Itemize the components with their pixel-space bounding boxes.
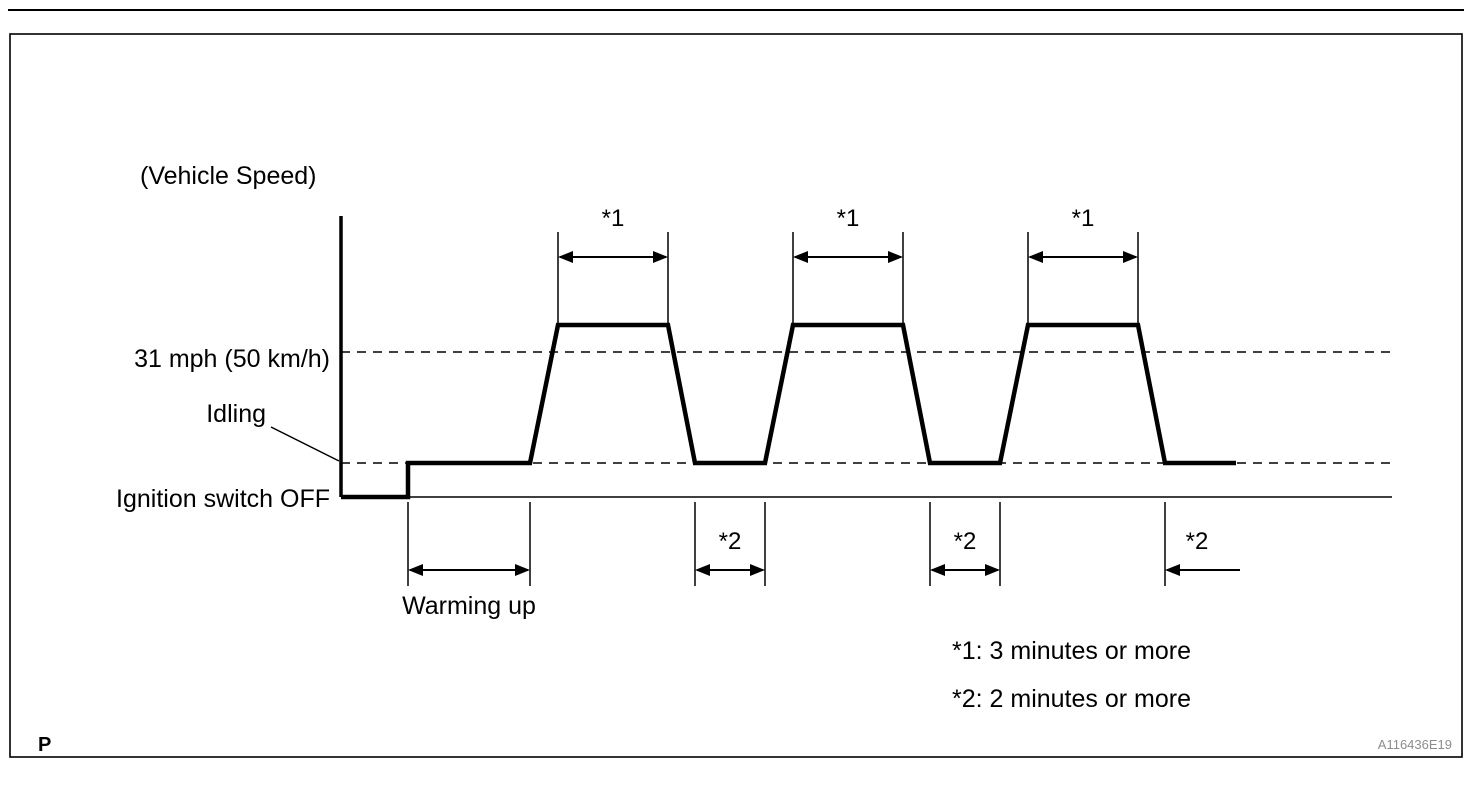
- idle-interval-2: *2: [929, 502, 1001, 586]
- vehicle-speed-axis-label: (Vehicle Speed): [140, 162, 317, 190]
- idling-label: Idling: [206, 400, 266, 428]
- pulse-1-arrow-right-head: [653, 251, 668, 263]
- idle-1-arrow-right-head: [750, 564, 765, 576]
- idling-pointer-line: [270, 426, 340, 462]
- idle-3-arrow-left-head: [1165, 564, 1180, 576]
- pulse-2-interval: *1: [792, 205, 904, 323]
- pulse-3-arrow-right-head: [1123, 251, 1138, 263]
- pulse-1-arrow-left-head: [558, 251, 573, 263]
- warming-arrow-left-head: [408, 564, 423, 576]
- speed-threshold-label: 31 mph (50 km/h): [134, 345, 330, 373]
- figure-code: A116436E19: [1378, 737, 1452, 752]
- warming-up-interval: Warming up: [402, 502, 536, 620]
- pulse-3-arrow-left-head: [1028, 251, 1043, 263]
- idle-2-arrow-right-head: [985, 564, 1000, 576]
- idle-interval-1: *2: [694, 502, 766, 586]
- pulse-3-interval-label: *1: [1072, 205, 1095, 232]
- idle-1-arrow-left-head: [695, 564, 710, 576]
- note-interval-2: *2: 2 minutes or more: [952, 685, 1191, 713]
- idle-3-interval-label: *2: [1186, 528, 1209, 555]
- warming-up-label: Warming up: [402, 592, 536, 620]
- pulse-2-interval-label: *1: [837, 205, 860, 232]
- figure-border: [9, 33, 1463, 758]
- pulse-1-interval-label: *1: [602, 205, 625, 232]
- pulse-2-arrow-right-head: [888, 251, 903, 263]
- page-marker: P: [38, 734, 51, 756]
- pulse-2-arrow-left-head: [793, 251, 808, 263]
- idle-2-arrow-left-head: [930, 564, 945, 576]
- vehicle-speed-trace: [341, 322, 1236, 500]
- pulse-3-interval: *1: [1027, 205, 1139, 323]
- idle-interval-3: *2: [1164, 502, 1240, 586]
- pulse-1-interval: *1: [557, 205, 669, 323]
- ignition-off-label: Ignition switch OFF: [116, 485, 330, 513]
- note-interval-1: *1: 3 minutes or more: [952, 637, 1191, 665]
- idle-2-interval-label: *2: [954, 528, 977, 555]
- idle-1-interval-label: *2: [719, 528, 742, 555]
- warming-arrow-right-head: [515, 564, 530, 576]
